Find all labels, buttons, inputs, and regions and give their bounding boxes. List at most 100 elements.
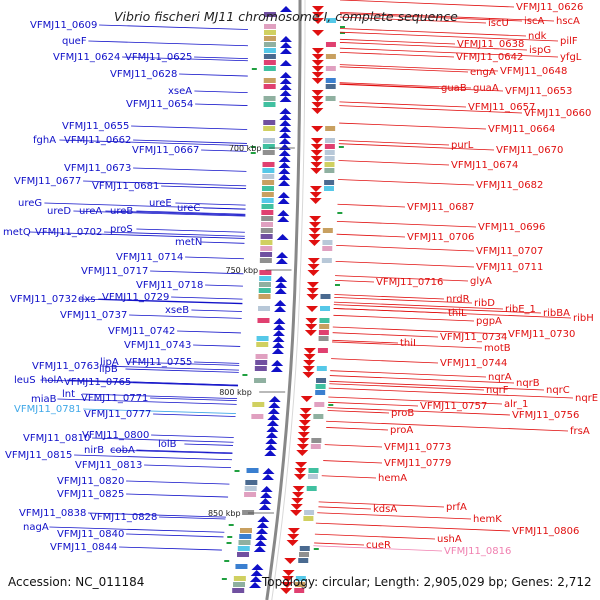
left-label-connector [122,56,248,62]
left-label-connector [203,207,246,210]
forward-gene-arrow [274,306,287,312]
gene-category-block [324,150,335,155]
reverse-gene-arrow [290,504,303,510]
left-gene-label: VFMJ11_0742 [108,326,175,337]
right-gene-label: glyA [470,276,492,287]
left-label-connector [194,361,240,364]
gene-category-block [257,318,270,323]
right-label-connector [339,51,455,58]
right-gene-label: motB [484,343,511,354]
forward-gene-arrow [270,366,283,372]
reverse-gene-arrow [296,450,309,456]
right-gene-label: VFMJ11_0674 [451,160,518,171]
right-gene-label: thiL [448,308,467,319]
right-label-connector [329,380,545,391]
right-label-connector [318,501,445,508]
reverse-gene-arrow [309,216,322,222]
gene-category-block [295,576,306,581]
left-gene-label: VFMJ11_0777 [84,409,151,420]
right-label-connector [335,275,469,282]
forward-gene-arrow [268,402,281,408]
right-label-connector [334,297,473,304]
forward-gene-arrow [271,348,284,354]
right-gene-label: VFMJ11_0816 [444,546,511,557]
gene-category-block [252,402,265,407]
right-label-connector [339,13,523,22]
rna-feature-mark [250,146,256,148]
left-gene-label: VFMJ11_0820 [57,476,124,487]
backbone-inner-ring [271,0,306,600]
left-label-connector [177,330,241,334]
reverse-gene-arrow [307,270,320,276]
gene-category-block [324,138,335,143]
left-gene-label: VFMJ11_0625 [125,52,192,63]
forward-gene-arrow [279,108,292,114]
right-gene-label: VFMJ11_0687 [407,202,474,213]
forward-gene-arrow [279,72,292,78]
rna-feature-mark [337,212,343,214]
right-gene-label: VFMJ11_0696 [478,222,545,233]
left-label-connector [161,185,247,189]
gene-category-block [263,42,276,47]
reverse-gene-arrow [309,198,322,204]
reverse-gene-arrow [295,462,308,468]
gene-category-block [242,510,255,515]
gene-category-block [311,438,322,443]
gene-category-block [239,528,252,533]
reverse-gene-arrow [300,396,313,402]
reverse-gene-arrow [294,468,307,474]
left-gene-label: VFMJ11_0743 [124,340,191,351]
forward-gene-arrow [278,150,291,156]
left-gene-label: VFMJ11_0655 [62,121,129,132]
left-gene-label: VFMJ11_0800 [82,430,149,441]
left-label-connector [131,125,248,130]
left-label-connector [185,256,244,260]
reverse-gene-arrow [306,294,319,300]
reverse-gene-arrow [297,438,310,444]
rna-feature-mark [226,542,232,544]
reverse-gene-arrow [311,96,324,102]
forward-gene-arrow [279,90,292,96]
forward-gene-arrow [278,174,291,180]
right-label-connector [338,140,450,146]
left-gene-label: VFMJ11_0737 [60,310,127,321]
forward-gene-arrow [278,156,291,162]
gene-category-block [258,288,271,293]
reverse-gene-arrow [310,162,323,168]
reverse-gene-arrow [311,6,324,12]
rna-feature-mark [221,578,227,580]
forward-gene-arrow [279,48,292,54]
forward-gene-arrow [279,42,292,48]
right-label-connector [330,370,487,378]
gene-category-block [315,384,326,389]
right-gene-label: VFMJ11_0626 [516,2,583,13]
right-label-connector [315,522,511,532]
reverse-gene-arrow [286,540,299,546]
right-label-connector [339,42,528,51]
reverse-gene-arrow [299,408,312,414]
right-gene-label: VFMJ11_0653 [505,86,572,97]
reverse-gene-arrow [281,576,294,582]
reverse-gene-arrow [310,138,323,144]
gene-category-block [322,246,333,251]
left-label-connector [150,397,237,401]
reverse-gene-arrow [296,444,309,450]
gene-category-block [263,24,276,29]
left-gene-label: VFMJ11_0765 [64,377,131,388]
right-label-connector [332,339,399,344]
gene-category-block [261,216,274,221]
forward-gene-arrow [264,444,277,450]
gene-category-block [232,588,245,593]
left-gene-label: VFMJ11_0677 [14,176,81,187]
left-label-connector [92,437,234,443]
reverse-gene-arrow [303,354,316,360]
left-gene-label: VFMJ11_0838 [19,508,86,519]
reverse-gene-arrow [282,570,295,576]
gene-category-block [324,162,335,167]
forward-gene-arrow [266,420,279,426]
gene-category-block [325,66,336,71]
forward-gene-arrow [267,414,280,420]
forward-gene-arrow [278,168,291,174]
right-label-connector [339,38,456,45]
